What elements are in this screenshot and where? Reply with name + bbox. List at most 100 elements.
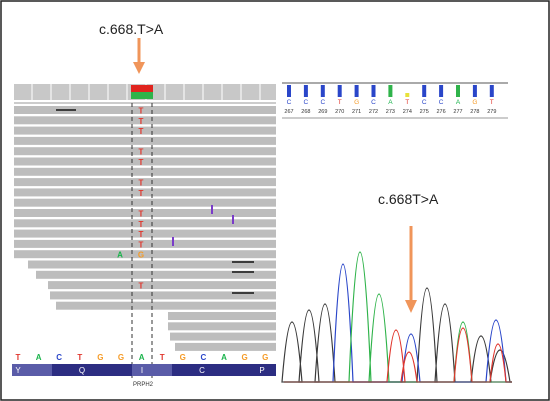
base-position: 279: [487, 109, 496, 115]
read-letter: T: [139, 240, 144, 249]
chromatogram-arrow-head: [405, 300, 417, 313]
read: [175, 342, 276, 351]
read: [168, 312, 276, 320]
read: [14, 106, 276, 114]
quality-bar: [354, 85, 359, 97]
read: [14, 167, 276, 176]
read-letter: T: [139, 220, 144, 229]
quality-bar: [337, 85, 342, 97]
quality-bar: [388, 85, 393, 97]
read-letter: G: [138, 251, 144, 260]
read: [14, 188, 276, 197]
read: [14, 239, 276, 248]
read: [170, 332, 276, 341]
read-letter: A: [117, 251, 123, 260]
read: [14, 198, 276, 207]
read: [14, 147, 276, 156]
insertion-mark: [232, 215, 234, 224]
base-call: C: [439, 99, 444, 106]
read-letter: T: [139, 117, 144, 126]
base-position: 269: [318, 109, 327, 115]
base-call: C: [320, 99, 325, 106]
base-position: 274: [403, 109, 412, 115]
amino-acid: C: [199, 366, 205, 375]
trace-c: [281, 287, 512, 383]
read: [14, 209, 276, 217]
read-letter: T: [139, 210, 144, 219]
base-position: 276: [437, 109, 446, 115]
mutation-arrow-head: [133, 62, 145, 74]
amino-acid: P: [259, 366, 264, 375]
read: [48, 281, 276, 290]
read-letter: T: [139, 148, 144, 157]
reference-base: G: [118, 353, 124, 362]
base-call: C: [422, 99, 427, 106]
read: [14, 250, 276, 259]
base-call: C: [304, 99, 309, 106]
reference-base: C: [56, 353, 62, 362]
reference-base: A: [36, 353, 42, 362]
read-letter: T: [139, 230, 144, 239]
reference-base: G: [241, 353, 247, 362]
base-position: 277: [453, 109, 462, 115]
base-call: G: [472, 99, 477, 106]
quality-bar: [422, 85, 427, 97]
trace-a: [284, 263, 512, 383]
reference-base: T: [160, 353, 165, 362]
gene-name: PRPH2: [133, 382, 154, 388]
amino-acid-dark-band: [172, 364, 276, 376]
quality-bar: [472, 85, 477, 97]
quality-bar: [456, 85, 460, 97]
insertion-mark: [211, 205, 213, 214]
read: [14, 229, 276, 238]
base-position: 278: [470, 109, 479, 115]
base-position: 275: [420, 109, 429, 115]
amino-acid-dark-band: [52, 364, 132, 376]
reference-base: G: [97, 353, 103, 362]
read: [56, 301, 276, 310]
read: [50, 291, 276, 300]
reference-base: T: [16, 353, 21, 362]
coverage-alt-fraction: [131, 85, 153, 92]
read-letter: T: [139, 158, 144, 167]
base-call: T: [338, 99, 342, 106]
reference-base: A: [139, 353, 145, 362]
read: [14, 157, 276, 166]
read: [14, 116, 276, 125]
quality-bar: [439, 85, 444, 97]
base-position: 270: [335, 109, 344, 115]
read-letter: T: [139, 179, 144, 188]
reference-base: G: [180, 353, 186, 362]
base-call: G: [354, 99, 359, 106]
base-call: A: [388, 99, 393, 106]
reference-base: T: [77, 353, 82, 362]
quality-bar: [489, 85, 494, 97]
base-position: 267: [284, 109, 293, 115]
read: [14, 219, 276, 228]
coverage-ref-fraction: [131, 92, 153, 99]
amino-acid: I: [141, 366, 143, 375]
amino-acid: Q: [79, 366, 85, 375]
read-letter: T: [139, 189, 144, 198]
read: [14, 136, 276, 145]
insertion-mark: [172, 237, 174, 246]
read: [168, 322, 276, 331]
quality-bar: [303, 85, 308, 97]
read-letter: T: [139, 282, 144, 291]
base-position: 272: [369, 109, 378, 115]
read: [14, 126, 276, 135]
trace-g: [284, 251, 512, 383]
base-call: C: [371, 99, 376, 106]
base-positions: 267 268 269 270 271 272 273 274 275 276 277 278 279: [284, 109, 496, 115]
base-position: 271: [352, 109, 361, 115]
base-call: C: [287, 99, 292, 106]
read-letter: T: [139, 127, 144, 136]
read-letter: T: [139, 107, 144, 116]
left-mutation-label: c.668.T>A: [99, 21, 164, 37]
quality-bar: [320, 85, 325, 97]
